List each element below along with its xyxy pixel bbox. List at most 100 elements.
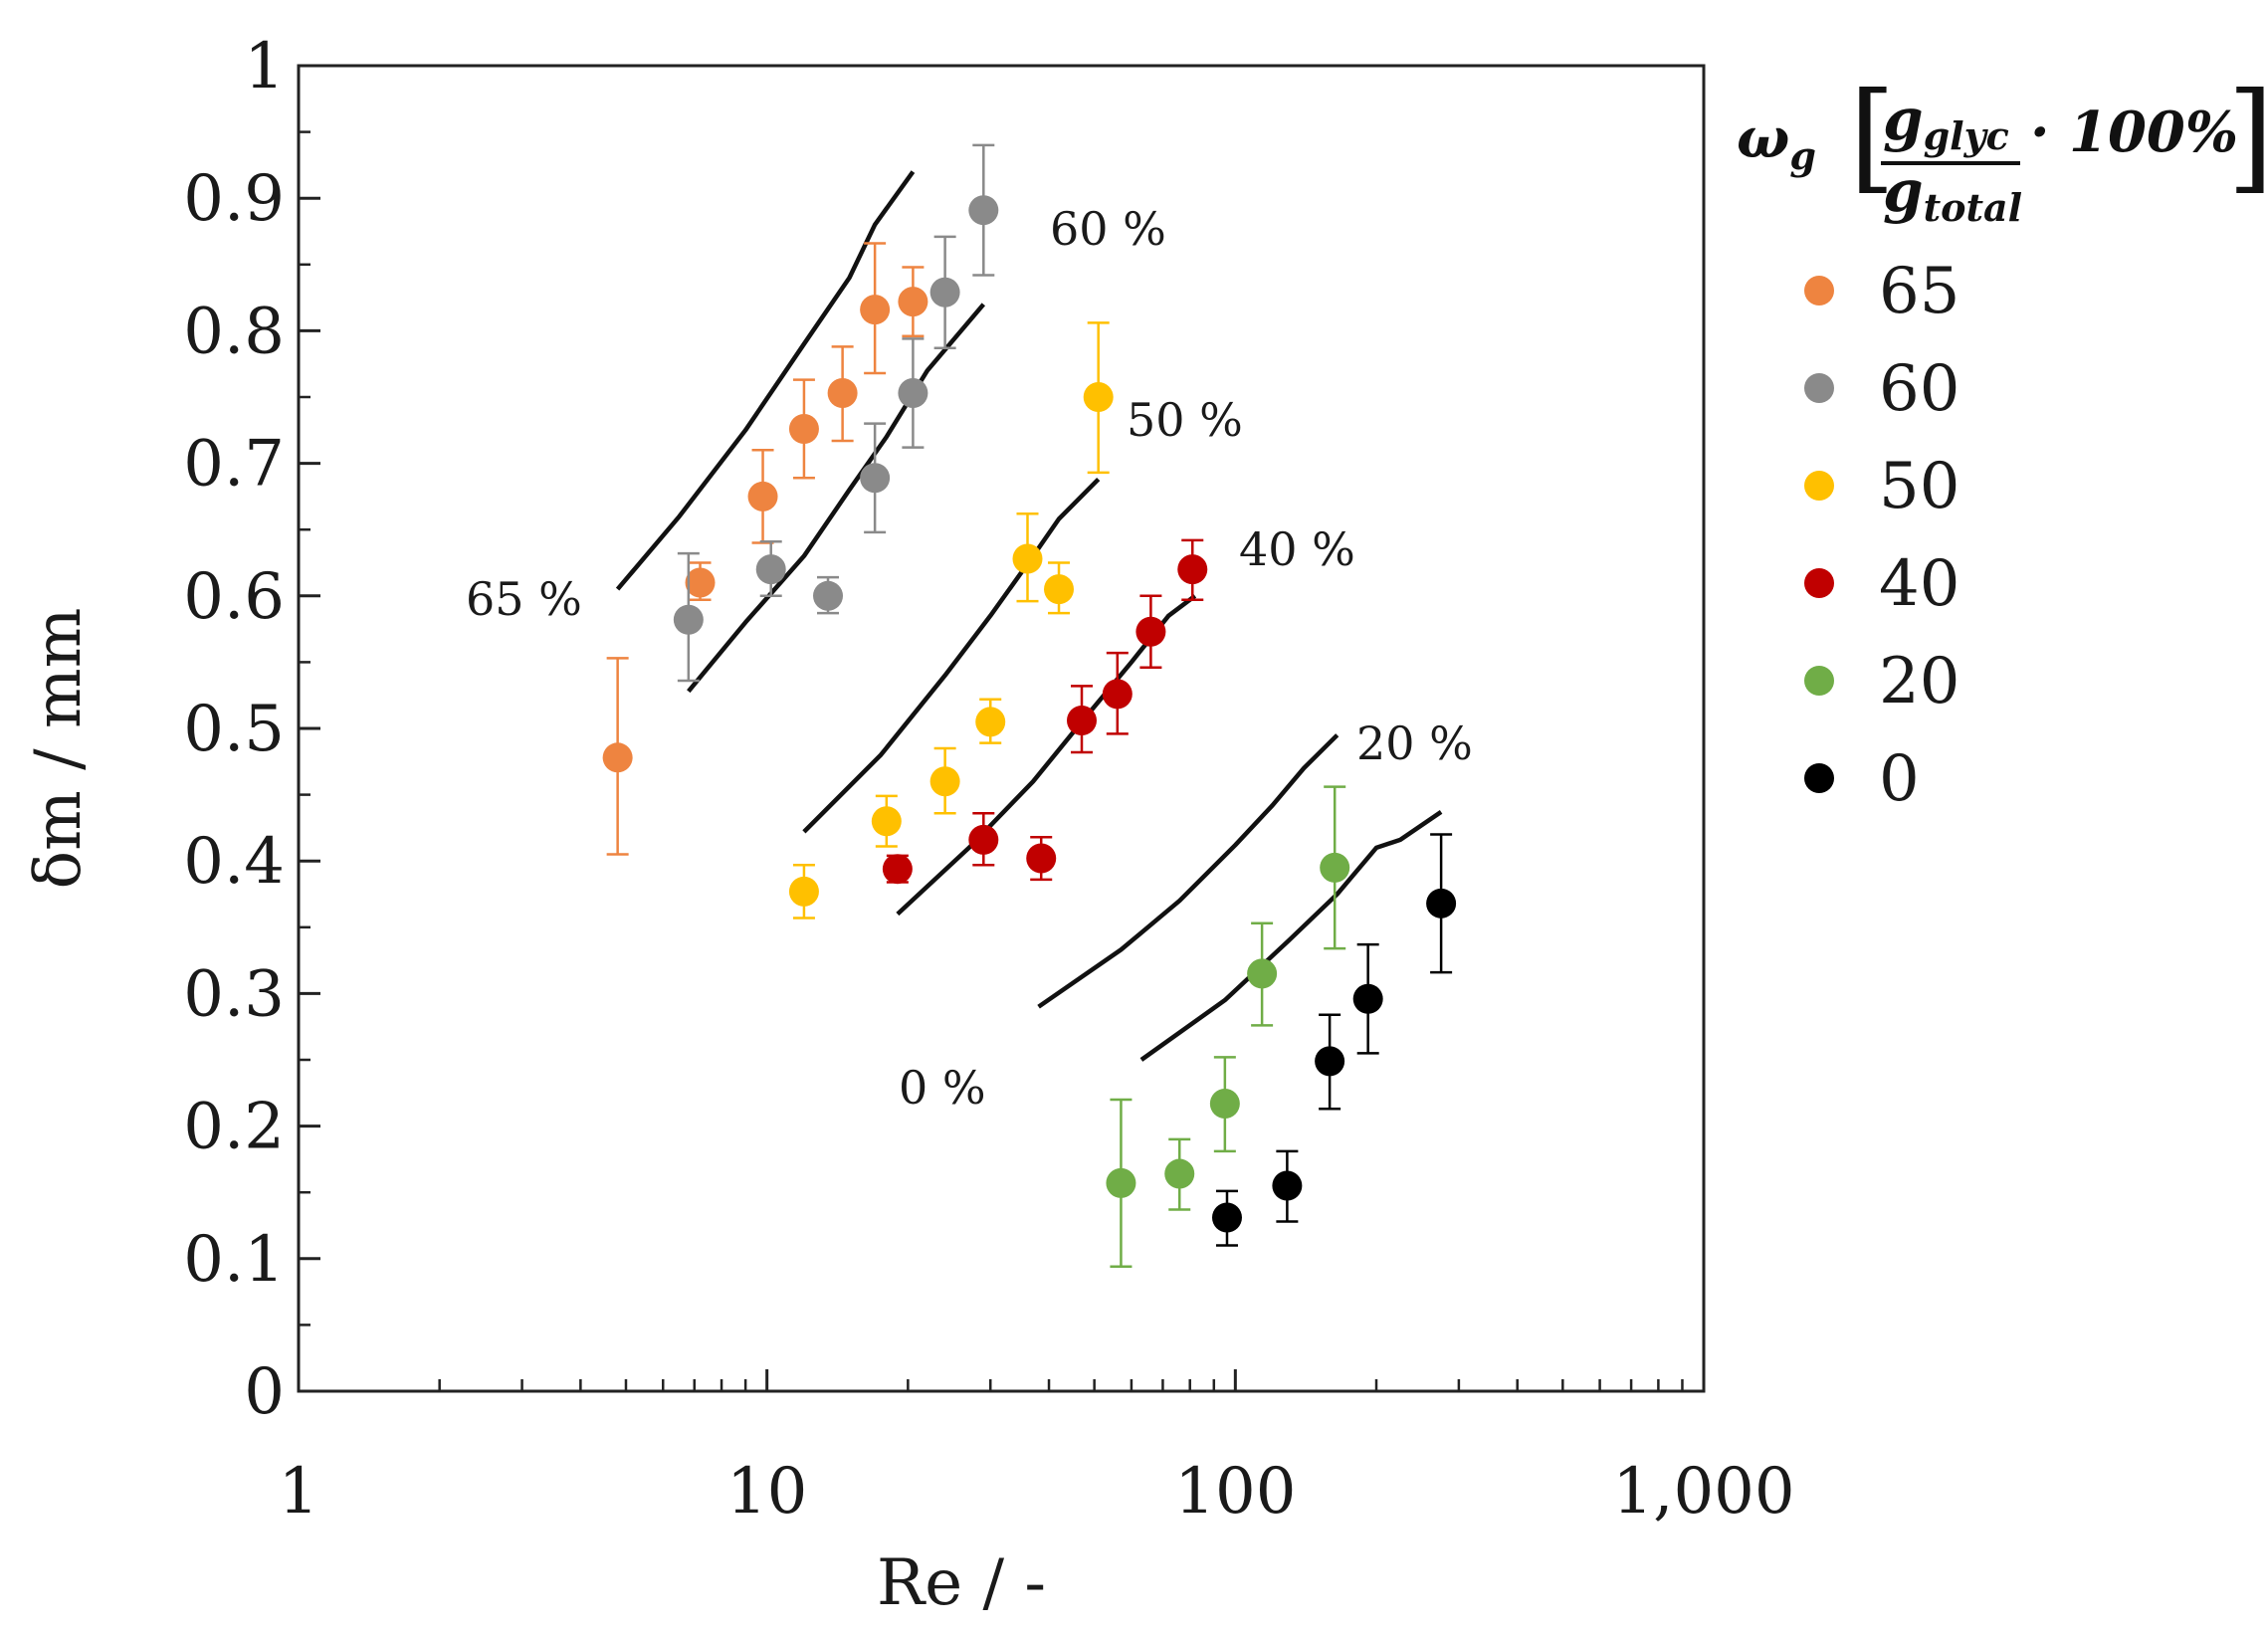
model-curves: 65 % 60 % 50 % 40 % 20 % 0 %: [466, 170, 1473, 1115]
data-point: [1135, 616, 1166, 647]
y-tick-label: 0.6: [183, 560, 285, 634]
y-tick-label: 0.9: [183, 162, 285, 236]
data-point: [1247, 958, 1278, 989]
y-tick-label: 0.3: [183, 957, 285, 1031]
y-tick-label: 0.1: [183, 1223, 285, 1297]
data-point: [898, 378, 928, 409]
data-point: [673, 604, 704, 635]
data-point: [685, 567, 716, 598]
legend-marker: [1804, 373, 1834, 403]
data-point: [1106, 1167, 1136, 1198]
data-point: [1177, 554, 1208, 585]
data-point: [788, 413, 819, 444]
model-curve-label: 60 %: [1050, 202, 1166, 256]
x-tick-label: 10: [726, 1455, 807, 1529]
series-65: [602, 242, 928, 856]
legend-marker: [1804, 763, 1834, 793]
data-point: [929, 277, 960, 307]
series-0: [1211, 833, 1457, 1247]
x-tick-label: 1: [279, 1455, 319, 1529]
legend-numerator: gglyc: [1883, 86, 2009, 158]
data-point: [975, 707, 1006, 737]
data-point: [882, 854, 913, 885]
data-points: [602, 143, 1457, 1269]
data-point: [1164, 1158, 1195, 1189]
series-60: [673, 143, 999, 683]
data-point: [871, 806, 902, 837]
data-point: [1352, 983, 1383, 1014]
data-point: [747, 481, 778, 511]
y-tick-label: 0.7: [183, 428, 285, 502]
series-20: [1106, 785, 1350, 1269]
data-point: [1067, 706, 1098, 736]
data-point: [860, 295, 891, 325]
y-tick-label: 0.5: [183, 693, 285, 766]
legend-marker: [1804, 276, 1834, 306]
y-tick-label: 0.8: [183, 295, 285, 368]
tick-labels: 0 0.1 0.2 0.3 0.4 0.5 0.6 0.7 0.8 0.9 1 1 10 100 1,000: [183, 30, 1794, 1529]
model-curve-line: [1037, 733, 1340, 1009]
legend-label: 20: [1879, 645, 1959, 718]
data-point: [755, 554, 786, 585]
legend: 65 60 50 40 20 0: [1804, 255, 1959, 816]
x-tick-label: 1,000: [1612, 1455, 1794, 1529]
model-curve-line: [687, 303, 986, 694]
data-point: [929, 766, 960, 797]
model-curve-label: 40 %: [1239, 522, 1355, 576]
y-tick-label: 1: [244, 30, 285, 103]
legend-marker: [1804, 568, 1834, 598]
data-point: [968, 824, 999, 855]
y-tick-label: 0.2: [183, 1091, 285, 1164]
data-point: [813, 580, 844, 611]
legend-label: 60: [1879, 352, 1959, 426]
model-curve-label: 20 %: [1356, 716, 1473, 770]
legend-label: 50: [1879, 450, 1959, 523]
model-curve-label: 50 %: [1127, 393, 1243, 447]
y-tick-label: 0: [244, 1355, 285, 1429]
legend-label: 40: [1879, 547, 1959, 621]
x-tick-label: 100: [1174, 1455, 1296, 1529]
legend-label: 0: [1879, 742, 1920, 816]
data-point: [1026, 843, 1057, 874]
series-50: [788, 321, 1114, 920]
legend-bracket-right: ]: [2227, 68, 2268, 206]
data-point: [827, 378, 858, 409]
legend-denominator: gtotal: [1883, 157, 2022, 230]
legend-marker: [1804, 666, 1834, 696]
data-point: [1102, 679, 1133, 710]
x-axis-title: Re / -: [877, 1546, 1046, 1620]
data-point: [602, 742, 633, 773]
data-point: [1315, 1046, 1345, 1077]
plot-frame: [297, 64, 1706, 1393]
model-curve-label: 65 %: [466, 572, 582, 626]
legend-item: 40: [1804, 547, 1959, 621]
legend-factor: · 100%: [2030, 100, 2238, 165]
model-curve-line: [1139, 810, 1443, 1062]
data-point: [1012, 543, 1043, 574]
series-40: [882, 538, 1208, 885]
data-point: [1209, 1088, 1240, 1119]
model-curve-line: [802, 478, 1101, 834]
data-point: [1211, 1202, 1242, 1233]
data-point: [1083, 382, 1114, 412]
legend-item: 60: [1804, 352, 1959, 426]
data-point: [1272, 1170, 1303, 1201]
legend-title-omega: ωg: [1737, 105, 1816, 178]
legend-item: 65: [1804, 255, 1959, 328]
legend-marker: [1804, 471, 1834, 501]
legend-title: ωg [ gglyc gtotal · 100% ]: [1737, 68, 2268, 230]
data-point: [1320, 852, 1350, 883]
y-tick-label: 0.4: [183, 825, 285, 899]
legend-item: 50: [1804, 450, 1959, 523]
model-curve-label: 0 %: [899, 1061, 986, 1115]
legend-bracket-left: [: [1849, 68, 1896, 206]
data-point: [860, 463, 891, 494]
data-point: [788, 876, 819, 907]
legend-item: 20: [1804, 645, 1959, 718]
data-point: [1426, 888, 1457, 919]
model-curve-line: [615, 170, 916, 591]
legend-label: 65: [1879, 255, 1959, 328]
data-point: [898, 287, 928, 317]
y-axis-title: δm / mm: [22, 608, 96, 890]
